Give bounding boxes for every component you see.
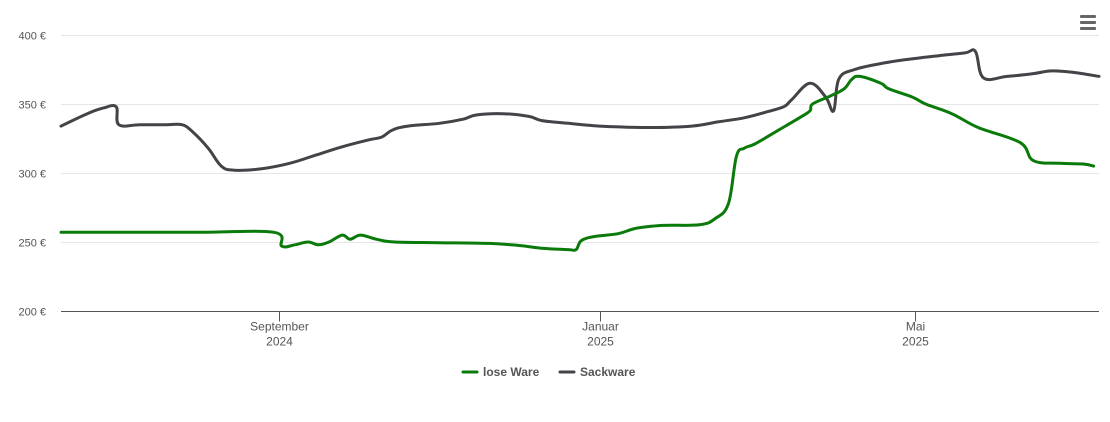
y-tick-label: 350 € xyxy=(18,100,46,112)
legend[interactable]: lose Ware Sackware xyxy=(461,365,636,379)
x-tick-label-month: Januar xyxy=(582,320,619,334)
x-tick-label-year: 2024 xyxy=(266,335,293,349)
legend-item-sackware[interactable]: Sackware xyxy=(558,365,636,379)
hamburger-menu-icon[interactable] xyxy=(1076,10,1100,34)
legend-label: Sackware xyxy=(580,365,636,379)
x-tick-label-month: September xyxy=(250,320,309,334)
y-axis-ticks: 200 € 250 € 300 € 350 € 400 € xyxy=(18,31,46,319)
y-tick-label: 250 € xyxy=(18,238,46,250)
legend-item-lose-ware[interactable]: lose Ware xyxy=(461,365,540,379)
plot-series xyxy=(59,48,1101,252)
y-tick-label: 400 € xyxy=(18,31,46,43)
y-tick-label: 300 € xyxy=(18,169,46,181)
legend-label: lose Ware xyxy=(483,365,540,379)
y-tick-label: 200 € xyxy=(18,307,46,319)
x-tick-label-year: 2025 xyxy=(587,335,614,349)
x-tick-label-year: 2025 xyxy=(902,335,929,349)
grid-lines xyxy=(61,35,1099,243)
series-line-lose-ware[interactable] xyxy=(59,74,1096,252)
x-tick-label-month: Mai xyxy=(906,320,925,334)
series-line-sackware[interactable] xyxy=(59,48,1101,172)
